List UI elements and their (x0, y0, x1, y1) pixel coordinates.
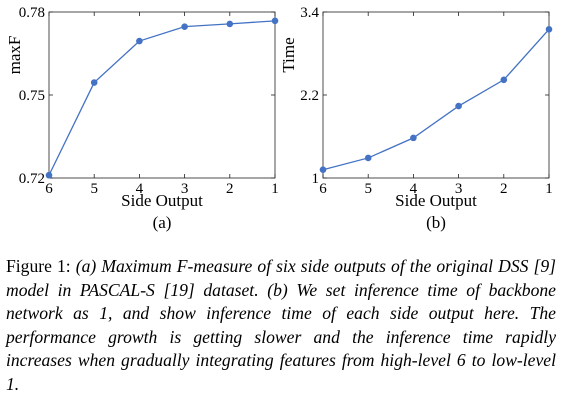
x-tick-label: 4 (136, 181, 144, 197)
y-tick-label: 1 (312, 171, 320, 187)
data-point (545, 25, 553, 33)
y-tick-label: 0.75 (19, 88, 45, 104)
x-tick-label: 2 (226, 181, 234, 197)
x-tick-label: 2 (500, 181, 508, 197)
x-tick-label: 1 (271, 181, 279, 197)
y-tick-label: 2.2 (300, 88, 319, 104)
data-point (500, 76, 508, 84)
y-axis-label: Time (279, 37, 298, 72)
series-line (322, 28, 550, 171)
x-tick-label: 4 (410, 181, 418, 197)
x-tick-label: 3 (455, 181, 463, 197)
data-point (45, 171, 53, 179)
data-point (319, 166, 327, 173)
data-point (136, 37, 143, 45)
y-tick-label: 0.78 (19, 5, 45, 21)
data-point (271, 17, 279, 25)
data-point (226, 20, 234, 28)
x-tick-label: 5 (364, 181, 372, 197)
panel-label: (a) (153, 213, 172, 232)
x-tick-label: 3 (181, 181, 189, 197)
data-point (90, 79, 98, 86)
panel-label: (b) (426, 213, 446, 232)
plot-frame (322, 11, 550, 179)
figure-charts: 6 5 4 3 2 1 0.72 0.75 0.78 Side Output maxF (a) 6 5 4 3… (5, 5, 553, 232)
chart-panel-b: 6 5 4 3 2 1 1 2.2 3.4 Side Output Time (b) (279, 5, 553, 232)
y-axis-label: maxF (5, 36, 24, 75)
caption-body: (a) Maximum F-measure of six side output… (6, 256, 556, 394)
figure-caption: Figure 1: (a) Maximum F-measure of six s… (6, 255, 556, 397)
y-tick-label: 3.4 (300, 5, 319, 21)
chart-panel-a: 6 5 4 3 2 1 0.72 0.75 0.78 Side Output maxF (a) (5, 5, 279, 232)
data-point (410, 134, 417, 142)
x-tick-label: 5 (90, 181, 98, 197)
data-point (181, 23, 188, 30)
x-axis-label: Side Output (395, 191, 477, 210)
x-axis-label: Side Output (121, 191, 203, 210)
data-point (364, 154, 372, 162)
x-tick-label: 6 (45, 181, 53, 197)
x-tick-label: 1 (545, 181, 553, 197)
data-point (455, 102, 462, 110)
plot-frame (48, 11, 276, 179)
x-tick-label: 6 (319, 181, 327, 197)
series-line (48, 20, 276, 176)
caption-lead: Figure 1: (6, 256, 76, 276)
y-tick-label: 0.72 (19, 171, 45, 187)
